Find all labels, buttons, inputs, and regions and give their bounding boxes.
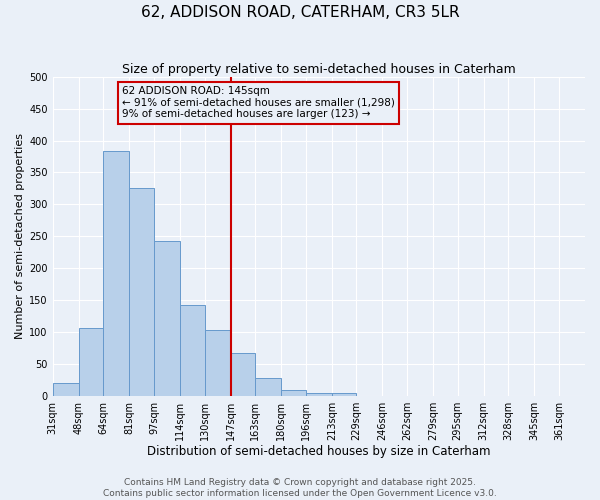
Bar (281, 390, 306, 396)
Bar (79, 328, 103, 396)
Bar (53, 384, 79, 396)
Text: 62, ADDISON ROAD, CATERHAM, CR3 5LR: 62, ADDISON ROAD, CATERHAM, CR3 5LR (140, 5, 460, 20)
Bar (205, 330, 230, 396)
Bar (255, 378, 281, 396)
Bar (230, 352, 255, 396)
Bar (154, 241, 180, 396)
X-axis label: Distribution of semi-detached houses by size in Caterham: Distribution of semi-detached houses by … (147, 444, 491, 458)
Y-axis label: Number of semi-detached properties: Number of semi-detached properties (15, 134, 25, 340)
Bar (180, 304, 205, 396)
Bar (130, 188, 154, 396)
Title: Size of property relative to semi-detached houses in Caterham: Size of property relative to semi-detach… (122, 62, 516, 76)
Bar (306, 393, 332, 396)
Bar (103, 152, 130, 396)
Bar (332, 393, 356, 396)
Text: 62 ADDISON ROAD: 145sqm
← 91% of semi-detached houses are smaller (1,298)
9% of : 62 ADDISON ROAD: 145sqm ← 91% of semi-de… (122, 86, 395, 120)
Text: Contains HM Land Registry data © Crown copyright and database right 2025.
Contai: Contains HM Land Registry data © Crown c… (103, 478, 497, 498)
